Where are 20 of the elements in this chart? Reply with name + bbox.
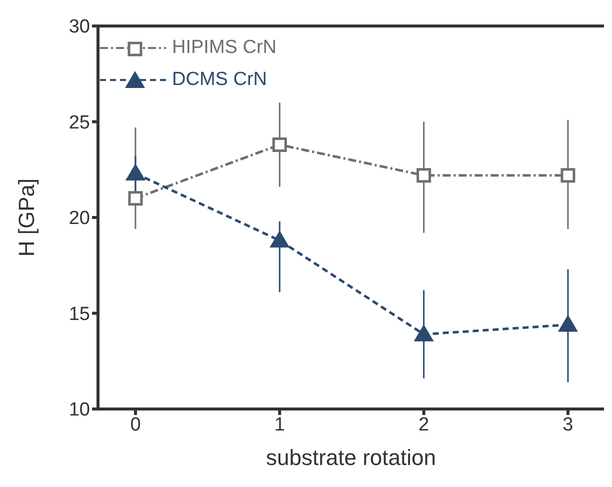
point: [128, 191, 143, 206]
y-tick-label: 20: [68, 208, 90, 230]
x-axis-title: substrate rotation: [266, 445, 436, 470]
point: [416, 168, 432, 183]
y-tick-label: 30: [68, 16, 90, 38]
point: [414, 324, 434, 342]
point: [560, 168, 576, 183]
point: [558, 314, 578, 332]
point: [270, 230, 290, 248]
y-tick-label: 10: [68, 400, 90, 421]
x-tick-label: 3: [562, 414, 574, 436]
x-tick-label: 0: [130, 414, 141, 436]
x-tick-label: 1: [274, 414, 285, 436]
legend-label: HIPIMS CrN: [172, 37, 276, 59]
point: [272, 137, 287, 152]
y-axis-title: H [GPa]: [14, 178, 39, 257]
y-tick-label: 25: [68, 112, 90, 134]
y-tick-label: 15: [68, 304, 90, 325]
x-tick-label: 2: [418, 414, 430, 436]
legend-label: DCMS CrN: [172, 69, 267, 91]
